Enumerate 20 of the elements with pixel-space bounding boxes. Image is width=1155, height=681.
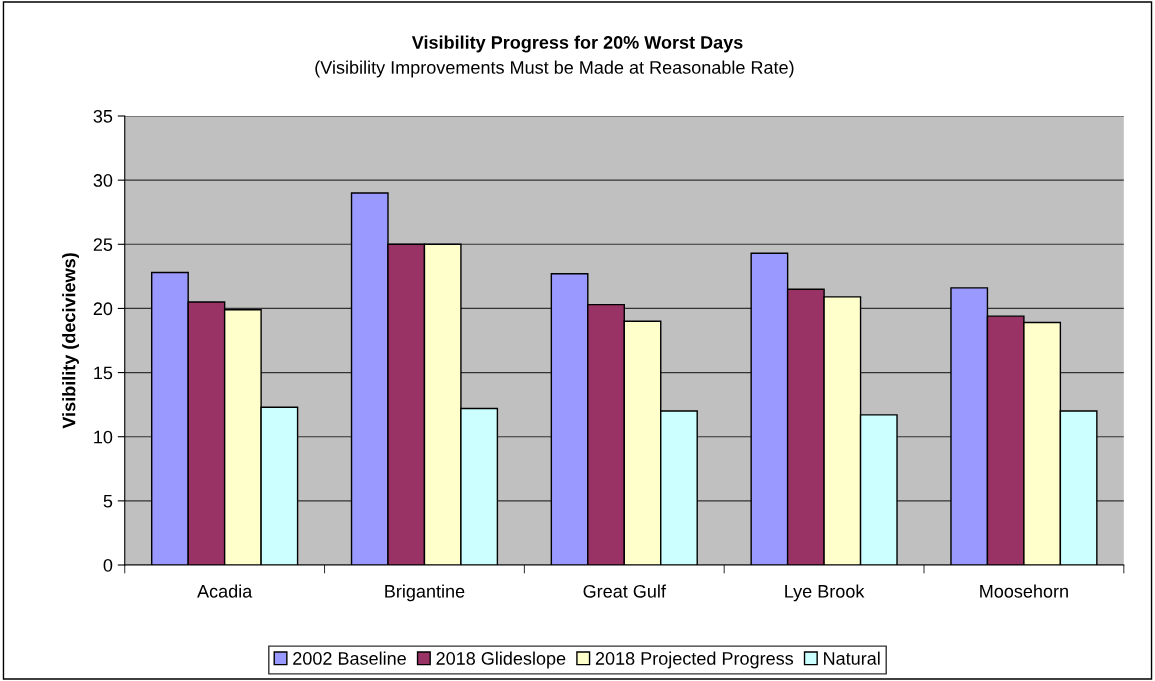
y-tick-label: 35 (93, 109, 113, 123)
chart-subtitle: (Visibility Improvements Must be Made at Reasonable Rate) (315, 60, 794, 78)
y-tick-label: 10 (94, 430, 113, 444)
x-tick-label: Moosehorn (980, 584, 1068, 598)
y-tick-label: 30 (93, 174, 113, 187)
chart-title: Visibility Progress for 20% Worst Days (411, 35, 743, 53)
legend-label: 2002 Baseline (293, 651, 406, 665)
x-tick-label: Great Gulf (583, 584, 666, 598)
y-tick-label: 5 (103, 494, 113, 508)
y-tick-label: 0 (103, 558, 113, 572)
legend-label: 2018 Projected Progress (595, 651, 794, 669)
y-tick-label: 15 (94, 366, 113, 380)
legend-label: Natural (824, 651, 880, 665)
y-tick-label: 25 (93, 238, 113, 252)
y-axis-title: Visibility (deciviews) (62, 253, 79, 429)
legend-label: 2018 Glideslope (436, 651, 566, 669)
x-tick-label: Lye Brook (785, 584, 865, 602)
x-tick-label: Brigantine (385, 584, 465, 602)
x-tick-label: Acadia (197, 584, 253, 598)
y-tick-label: 20 (93, 302, 113, 316)
